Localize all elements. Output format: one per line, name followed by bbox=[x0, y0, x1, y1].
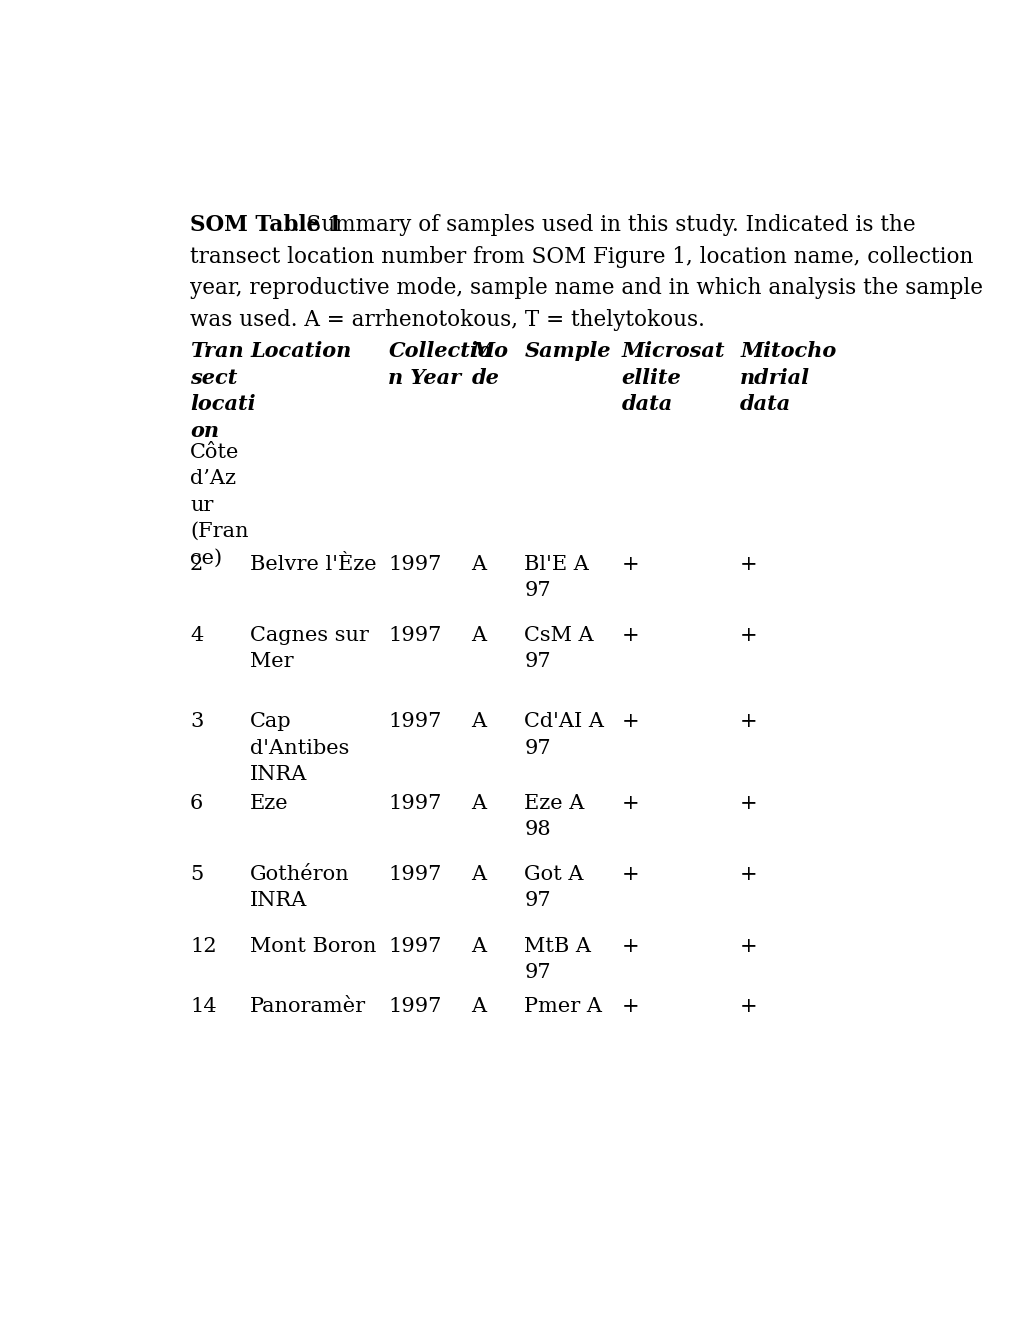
Text: locati: locati bbox=[190, 395, 255, 414]
Text: sect: sect bbox=[190, 368, 237, 388]
Text: A: A bbox=[471, 793, 486, 813]
Text: data: data bbox=[740, 395, 791, 414]
Text: A: A bbox=[471, 865, 486, 884]
Text: on: on bbox=[190, 421, 219, 441]
Text: 1997: 1997 bbox=[388, 997, 441, 1016]
Text: +: + bbox=[621, 997, 639, 1016]
Text: ellite: ellite bbox=[621, 368, 681, 388]
Text: +: + bbox=[740, 713, 757, 731]
Text: +: + bbox=[621, 865, 639, 884]
Text: Microsat: Microsat bbox=[621, 342, 725, 362]
Text: INRA: INRA bbox=[250, 766, 307, 784]
Text: was used. A = arrhenotokous, T = thelytokous.: was used. A = arrhenotokous, T = thelyto… bbox=[190, 309, 704, 331]
Text: +: + bbox=[621, 713, 639, 731]
Text: 12: 12 bbox=[190, 937, 216, 956]
Text: Eze A: Eze A bbox=[524, 793, 584, 813]
Text: +: + bbox=[740, 626, 757, 645]
Text: Sample: Sample bbox=[524, 342, 610, 362]
Text: Eze: Eze bbox=[250, 793, 288, 813]
Text: Mer: Mer bbox=[250, 652, 293, 672]
Text: +: + bbox=[740, 997, 757, 1016]
Text: Location: Location bbox=[250, 342, 351, 362]
Text: Panoramèr: Panoramèr bbox=[250, 997, 366, 1016]
Text: 97: 97 bbox=[524, 964, 550, 982]
Text: +: + bbox=[740, 865, 757, 884]
Text: A: A bbox=[471, 554, 486, 574]
Text: Tran: Tran bbox=[190, 342, 244, 362]
Text: MtB A: MtB A bbox=[524, 937, 591, 956]
Text: +: + bbox=[621, 793, 639, 813]
Text: A: A bbox=[471, 997, 486, 1016]
Text: Cagnes sur: Cagnes sur bbox=[250, 626, 369, 645]
Text: Mont Boron: Mont Boron bbox=[250, 937, 376, 956]
Text: 14: 14 bbox=[190, 997, 216, 1016]
Text: transect location number from SOM Figure 1, location name, collection: transect location number from SOM Figure… bbox=[190, 246, 972, 268]
Text: 1997: 1997 bbox=[388, 865, 441, 884]
Text: Mitocho: Mitocho bbox=[740, 342, 836, 362]
Text: n Year: n Year bbox=[388, 368, 461, 388]
Text: +: + bbox=[621, 554, 639, 574]
Text: 3: 3 bbox=[190, 713, 203, 731]
Text: 97: 97 bbox=[524, 652, 550, 672]
Text: ur: ur bbox=[190, 496, 213, 515]
Text: ndrial: ndrial bbox=[740, 368, 809, 388]
Text: ce): ce) bbox=[190, 549, 222, 568]
Text: Côte: Côte bbox=[190, 444, 239, 462]
Text: . Summary of samples used in this study. Indicated is the: . Summary of samples used in this study.… bbox=[292, 214, 914, 236]
Text: +: + bbox=[740, 554, 757, 574]
Text: d'Antibes: d'Antibes bbox=[250, 739, 350, 758]
Text: 5: 5 bbox=[190, 865, 203, 884]
Text: 1997: 1997 bbox=[388, 626, 441, 645]
Text: 97: 97 bbox=[524, 891, 550, 911]
Text: Collectio: Collectio bbox=[388, 342, 491, 362]
Text: A: A bbox=[471, 713, 486, 731]
Text: +: + bbox=[621, 937, 639, 956]
Text: Bl'E A: Bl'E A bbox=[524, 554, 589, 574]
Text: de: de bbox=[471, 368, 498, 388]
Text: A: A bbox=[471, 626, 486, 645]
Text: +: + bbox=[621, 626, 639, 645]
Text: CsM A: CsM A bbox=[524, 626, 593, 645]
Text: 1997: 1997 bbox=[388, 937, 441, 956]
Text: +: + bbox=[740, 793, 757, 813]
Text: Cd'AI A: Cd'AI A bbox=[524, 713, 603, 731]
Text: 97: 97 bbox=[524, 739, 550, 758]
Text: INRA: INRA bbox=[250, 891, 307, 911]
Text: (Fran: (Fran bbox=[190, 523, 249, 541]
Text: 2: 2 bbox=[190, 554, 203, 574]
Text: 98: 98 bbox=[524, 820, 550, 840]
Text: d’Az: d’Az bbox=[190, 470, 235, 488]
Text: A: A bbox=[471, 937, 486, 956]
Text: year, reproductive mode, sample name and in which analysis the sample: year, reproductive mode, sample name and… bbox=[190, 277, 982, 300]
Text: +: + bbox=[740, 937, 757, 956]
Text: Cap: Cap bbox=[250, 713, 291, 731]
Text: data: data bbox=[621, 395, 673, 414]
Text: 6: 6 bbox=[190, 793, 203, 813]
Text: 1997: 1997 bbox=[388, 793, 441, 813]
Text: 4: 4 bbox=[190, 626, 203, 645]
Text: 1997: 1997 bbox=[388, 554, 441, 574]
Text: SOM Table 1: SOM Table 1 bbox=[190, 214, 342, 236]
Text: Got A: Got A bbox=[524, 865, 583, 884]
Text: 97: 97 bbox=[524, 581, 550, 601]
Text: 1997: 1997 bbox=[388, 713, 441, 731]
Text: Gothéron: Gothéron bbox=[250, 865, 350, 884]
Text: Belvre l'Èze: Belvre l'Èze bbox=[250, 554, 376, 574]
Text: Pmer A: Pmer A bbox=[524, 997, 602, 1016]
Text: Mo: Mo bbox=[471, 342, 507, 362]
